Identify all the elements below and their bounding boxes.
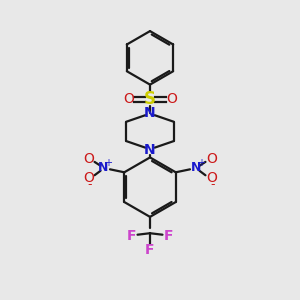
Text: -: - <box>210 178 214 191</box>
Text: O: O <box>166 92 177 106</box>
Text: O: O <box>206 152 217 166</box>
Text: N: N <box>144 106 156 120</box>
Text: -: - <box>87 178 92 191</box>
Text: N: N <box>98 161 109 174</box>
Text: N: N <box>191 161 202 174</box>
Text: F: F <box>127 229 136 243</box>
Text: S: S <box>144 91 156 109</box>
Text: O: O <box>83 152 94 166</box>
Text: O: O <box>123 92 134 106</box>
Text: F: F <box>164 229 173 243</box>
Text: +: + <box>197 158 205 168</box>
Text: +: + <box>104 158 112 168</box>
Text: O: O <box>206 171 217 185</box>
Text: F: F <box>145 243 155 256</box>
Text: O: O <box>83 171 94 185</box>
Text: N: N <box>144 143 156 157</box>
